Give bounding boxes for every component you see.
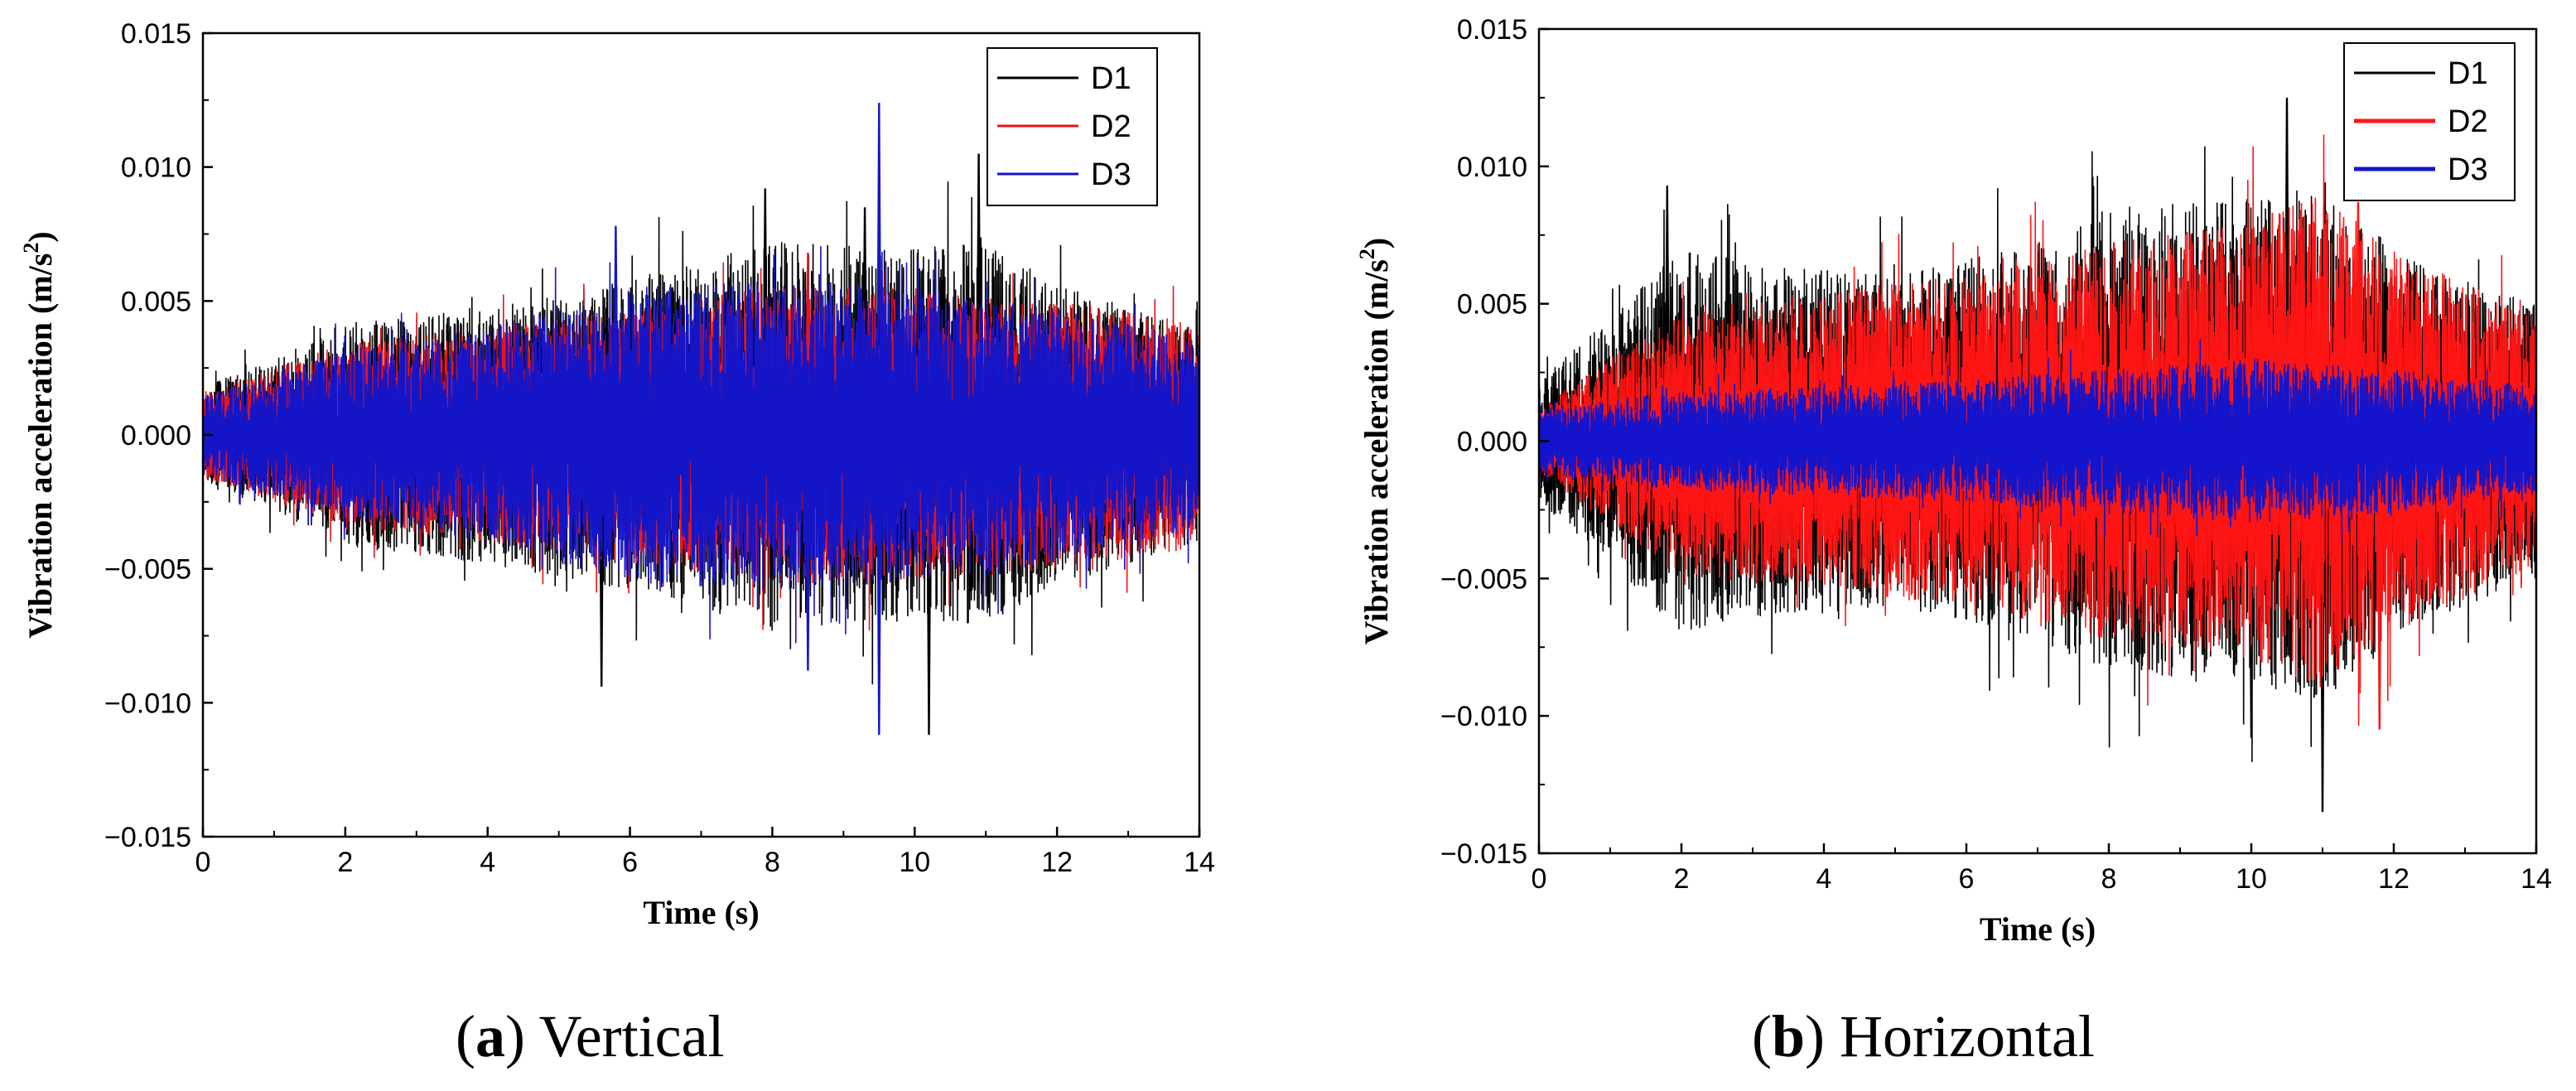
- y-tick-label: −0.005: [104, 554, 191, 586]
- legend-label-d1: D1: [2448, 56, 2488, 91]
- x-tick-label: 2: [337, 847, 353, 878]
- series-peak-d3: [805, 434, 811, 671]
- chart-panel-a: 0 2 4 6 8 10 12 14 0.015 0.010 0.005 0.000 −0.005 −0.…: [19, 18, 1215, 931]
- legend-label-d3: D3: [1091, 157, 1131, 192]
- y-tick-label: 0.010: [1457, 152, 1527, 183]
- series-peak-d3: [876, 434, 882, 736]
- caption-b: (b) Horizontal: [1752, 1003, 2095, 1069]
- y-axis-title-end: ): [1358, 238, 1395, 249]
- y-tick-label: 0.015: [121, 18, 191, 50]
- y-tick-label: −0.015: [104, 822, 191, 853]
- legend-label-d2: D2: [1091, 109, 1131, 144]
- x-tick-label: 14: [2521, 863, 2552, 895]
- y-axis-title-end: ): [22, 231, 59, 242]
- y-axis-title-sup: 2: [19, 243, 43, 253]
- y-tick-label: −0.010: [1440, 701, 1527, 732]
- caption-a: (a) Vertical: [456, 1003, 725, 1069]
- chart-panel-b: 0 2 4 6 8 10 12 14 0.015 0.010 0.005 0.000 −0.005 −0.…: [1355, 14, 2552, 948]
- caption-a-text: Vertical: [538, 1003, 725, 1069]
- x-axis-title: Time (s): [1980, 910, 2096, 948]
- x-tick-label: 6: [622, 847, 638, 878]
- y-axis-title-main: Vibration acceleration (m/s: [1358, 259, 1395, 644]
- y-tick-label: −0.005: [1440, 563, 1527, 595]
- series-peak-d2: [2355, 201, 2361, 442]
- legend-label-d2: D2: [2448, 104, 2488, 139]
- legend-label-d1: D1: [1091, 61, 1131, 96]
- series-peak-d1: [598, 434, 605, 687]
- legend: D1 D2 D3: [987, 47, 1158, 206]
- signal-group: [1539, 97, 2536, 813]
- y-axis-title-main: Vibration acceleration (m/s: [22, 253, 59, 639]
- x-tick-label: 0: [1532, 863, 1547, 895]
- y-axis-title-sup: 2: [1355, 249, 1379, 259]
- x-tick-label: 8: [765, 847, 780, 878]
- y-tick-label: 0.015: [1457, 14, 1527, 46]
- x-axis-title: Time (s): [643, 894, 759, 931]
- caption-b-text: Horizontal: [1840, 1003, 2095, 1069]
- y-tick-label: 0.005: [1457, 289, 1527, 321]
- series-peak-d3: [876, 103, 882, 436]
- series-line-d3: [1539, 339, 2536, 542]
- x-tick-label: 0: [195, 847, 211, 878]
- y-axis-title: Vibration acceleration (m/s2): [1355, 238, 1395, 644]
- y-tick-label: 0.005: [121, 286, 191, 317]
- y-tick-label: 0.010: [121, 152, 191, 184]
- y-tick-label: −0.015: [1440, 838, 1527, 870]
- series-peak-d2: [2376, 441, 2383, 730]
- y-tick-label: −0.010: [104, 688, 191, 719]
- x-tick-label: 10: [2236, 863, 2267, 895]
- legend: D1 D2 D3: [2343, 42, 2516, 201]
- y-axis-title: Vibration acceleration (m/s2): [19, 231, 59, 638]
- x-tick-label: 12: [1041, 847, 1073, 878]
- signal-group: [203, 103, 1199, 736]
- y-tick-label: 0.000: [121, 420, 191, 451]
- x-tick-label: 10: [899, 847, 930, 878]
- x-tick-label: 14: [1184, 847, 1215, 878]
- x-tick-label: 8: [2101, 863, 2117, 895]
- x-tick-label: 12: [2378, 863, 2410, 895]
- y-tick-label: 0.000: [1457, 427, 1527, 458]
- x-tick-label: 4: [1816, 863, 1832, 895]
- x-tick-label: 4: [480, 847, 495, 878]
- series-peak-d3: [613, 225, 619, 436]
- caption-a-letter: a: [475, 1003, 505, 1069]
- legend-label-d3: D3: [2448, 152, 2488, 187]
- x-tick-label: 6: [1959, 863, 1975, 895]
- x-tick-label: 2: [1674, 863, 1690, 895]
- caption-b-letter: b: [1771, 1003, 1806, 1069]
- series-line-d3: [203, 246, 1199, 644]
